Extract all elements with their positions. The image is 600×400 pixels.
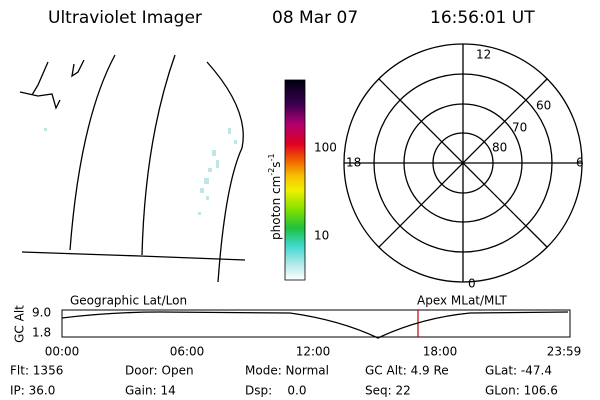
status-field: IP: 36.0 <box>10 384 55 398</box>
x-tick-label: 00:00 <box>45 345 80 359</box>
colorbar-tick-label: 10 <box>314 229 329 243</box>
plot-label: Geographic Lat/Lon <box>70 294 187 308</box>
status-field: Seq: 22 <box>365 384 411 398</box>
title: Ultraviolet Imager <box>48 8 202 28</box>
meridian <box>69 54 116 251</box>
mlt-label: 12 <box>476 48 491 62</box>
lat-label: 60 <box>536 99 551 113</box>
y-tick-label: 1.8 <box>32 326 51 340</box>
altitude-curve <box>61 311 569 339</box>
lat-label: 70 <box>512 121 527 135</box>
mlt-label: 6 <box>576 156 584 170</box>
y-tick-label: 9.0 <box>32 306 51 320</box>
mlt-label: 18 <box>346 156 361 170</box>
status: Flt: 1356 Door: Open Mode: Normal GC Alt: 4… <box>10 364 558 398</box>
x-tick-label: 23:59 <box>547 345 582 359</box>
lat-label: 80 <box>492 141 507 155</box>
meridian <box>141 54 176 256</box>
x-tick-label: 18:00 <box>423 345 458 359</box>
polar-grid <box>343 43 583 283</box>
colorbar-unit: photon cm-2s-1 <box>267 153 283 240</box>
status-field: GLat: -47.4 <box>485 364 552 378</box>
coastline <box>19 59 85 110</box>
y-label: GC Alt <box>13 305 27 343</box>
map <box>19 54 246 283</box>
status-field: GC Alt: 4.9 Re <box>365 364 449 378</box>
status-field: Door: Open <box>125 364 194 378</box>
plot-label: Apex MLat/MLT <box>417 294 507 308</box>
meridian <box>206 61 244 283</box>
parallel <box>21 251 246 261</box>
status-field: GLon: 106.6 <box>485 384 558 398</box>
status-field: Flt: 1356 <box>10 364 63 378</box>
x-tick-label: 12:00 <box>296 345 331 359</box>
x-ticks: 00:00 06:00 12:00 18:00 23:59 <box>45 345 582 359</box>
colorbar-tick-label: 100 <box>314 141 337 155</box>
time: 16:56:01 UT <box>430 8 535 28</box>
status-field: Mode: Normal <box>245 364 329 378</box>
x-tick-label: 06:00 <box>170 345 205 359</box>
status-field: Dsp: 0.0 <box>245 384 307 398</box>
mlt-label: 0 <box>468 277 476 291</box>
plot-frame <box>61 309 571 338</box>
status-field: Gain: 14 <box>125 384 176 398</box>
aurora-pixels <box>44 128 237 215</box>
colorbar <box>284 79 306 281</box>
date: 08 Mar 07 <box>272 8 358 28</box>
